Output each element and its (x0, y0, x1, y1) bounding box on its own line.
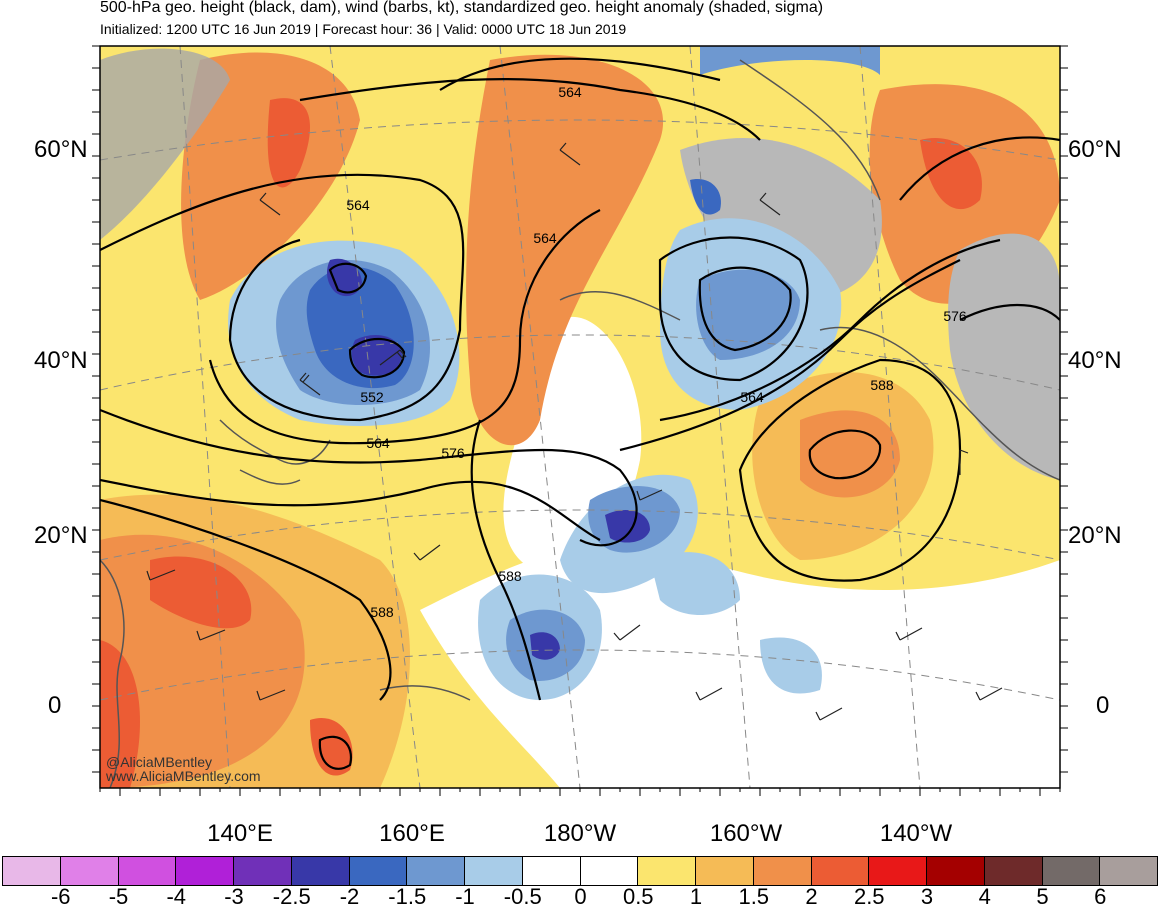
lat-label-20n-right: 20°N (1068, 522, 1122, 549)
colorbar (2, 856, 1158, 886)
anomaly-shading (100, 46, 1060, 788)
colorbar-swatch (752, 856, 812, 886)
contour-label: 564 (740, 389, 764, 405)
colorbar-swatch (1099, 856, 1158, 886)
colorbar-swatch (233, 856, 292, 886)
contour-label: 576 (943, 308, 967, 324)
colorbar-tick-label: -4 (166, 884, 187, 909)
colorbar-tick-label: -0.5 (503, 884, 542, 909)
colorbar-swatch (406, 856, 465, 886)
colorbar-swatch (868, 856, 927, 886)
colorbar-tick-label: 3 (920, 884, 934, 909)
colorbar-swatch (464, 856, 523, 886)
lat-label-40n-left: 40°N (34, 347, 88, 374)
colorbar-tick-label: 4 (978, 884, 991, 909)
lon-label-140w: 140°W (879, 820, 953, 847)
graticule (100, 46, 1060, 788)
colorbar-swatch (290, 856, 350, 886)
credit-website: www.AliciaMBentley.com (106, 768, 261, 784)
colorbar-swatch (579, 856, 639, 886)
colorbar-swatch (521, 856, 581, 886)
map-title: 500-hPa geo. height (black, dam), wind (… (100, 0, 824, 16)
coastlines (100, 59, 1060, 788)
lon-label-140e: 140°E (207, 820, 273, 847)
lat-label-0-right: 0 (1096, 692, 1110, 719)
colorbar-tick-label: -5 (108, 884, 129, 909)
colorbar-swatch (2, 856, 61, 886)
contour-label-group: 564 564 552 564 576 588 588 564 576 588 564 (346, 84, 967, 620)
colorbar-tick-label: 0 (574, 884, 587, 909)
contour-label: 564 (558, 84, 582, 100)
colorbar-swatch (117, 856, 177, 886)
lat-label-0-left: 0 (48, 692, 62, 719)
map-ticks (92, 45, 1068, 796)
colorbar-tick-label: -2.5 (272, 884, 311, 909)
contour-label: 564 (346, 197, 370, 213)
colorbar-tick-label: -1 (455, 884, 475, 909)
contour-label: 576 (441, 445, 465, 461)
colorbar-swatch (695, 856, 754, 886)
colorbar-tick-label: 6 (1094, 884, 1107, 909)
contour-label: 564 (533, 230, 557, 246)
colorbar-tick-label: -3 (224, 884, 244, 909)
colorbar-swatch (926, 856, 985, 886)
colorbar-swatch (348, 856, 408, 886)
lon-label-180w: 180°W (543, 820, 617, 847)
lat-label-60n-right: 60°N (1068, 136, 1122, 163)
contour-label: 552 (360, 389, 384, 405)
colorbar-tick-label: -2 (339, 884, 360, 909)
colorbar-swatch (1041, 856, 1101, 886)
colorbar-swatch (175, 856, 234, 886)
colorbar-swatch (983, 856, 1043, 886)
map-subtitle: Initialized: 1200 UTC 16 Jun 2019 | Fore… (100, 21, 627, 37)
colorbar-tick-label: 5 (1036, 884, 1049, 909)
colorbar-tick-label: 1 (689, 884, 703, 909)
lon-label-160e: 160°E (379, 820, 445, 847)
colorbar-swatch (810, 856, 870, 886)
lat-label-20n-left: 20°N (34, 522, 88, 549)
colorbar-tick-label: 1.5 (738, 884, 770, 909)
colorbar-tick-label: 2.5 (853, 884, 885, 909)
contour-label: 564 (366, 435, 390, 451)
contour-label: 588 (498, 568, 522, 584)
wind-barbs (146, 142, 1003, 721)
colorbar-swatch (59, 856, 119, 886)
credit-handle: @AliciaMBentley (106, 754, 213, 770)
lat-label-60n-left: 60°N (34, 136, 88, 163)
colorbar-tick-label: -6 (50, 884, 71, 909)
colorbar-tick-label: 2 (805, 884, 818, 909)
colorbar-swatch (637, 856, 696, 886)
contour-label: 588 (870, 377, 894, 393)
contour-label: 588 (370, 604, 394, 620)
lon-label-160w: 160°W (709, 820, 783, 847)
colorbar-tick-label: -1.5 (388, 884, 427, 909)
colorbar-tick-label: 0.5 (622, 884, 654, 909)
lat-label-40n-right: 40°N (1068, 347, 1122, 374)
